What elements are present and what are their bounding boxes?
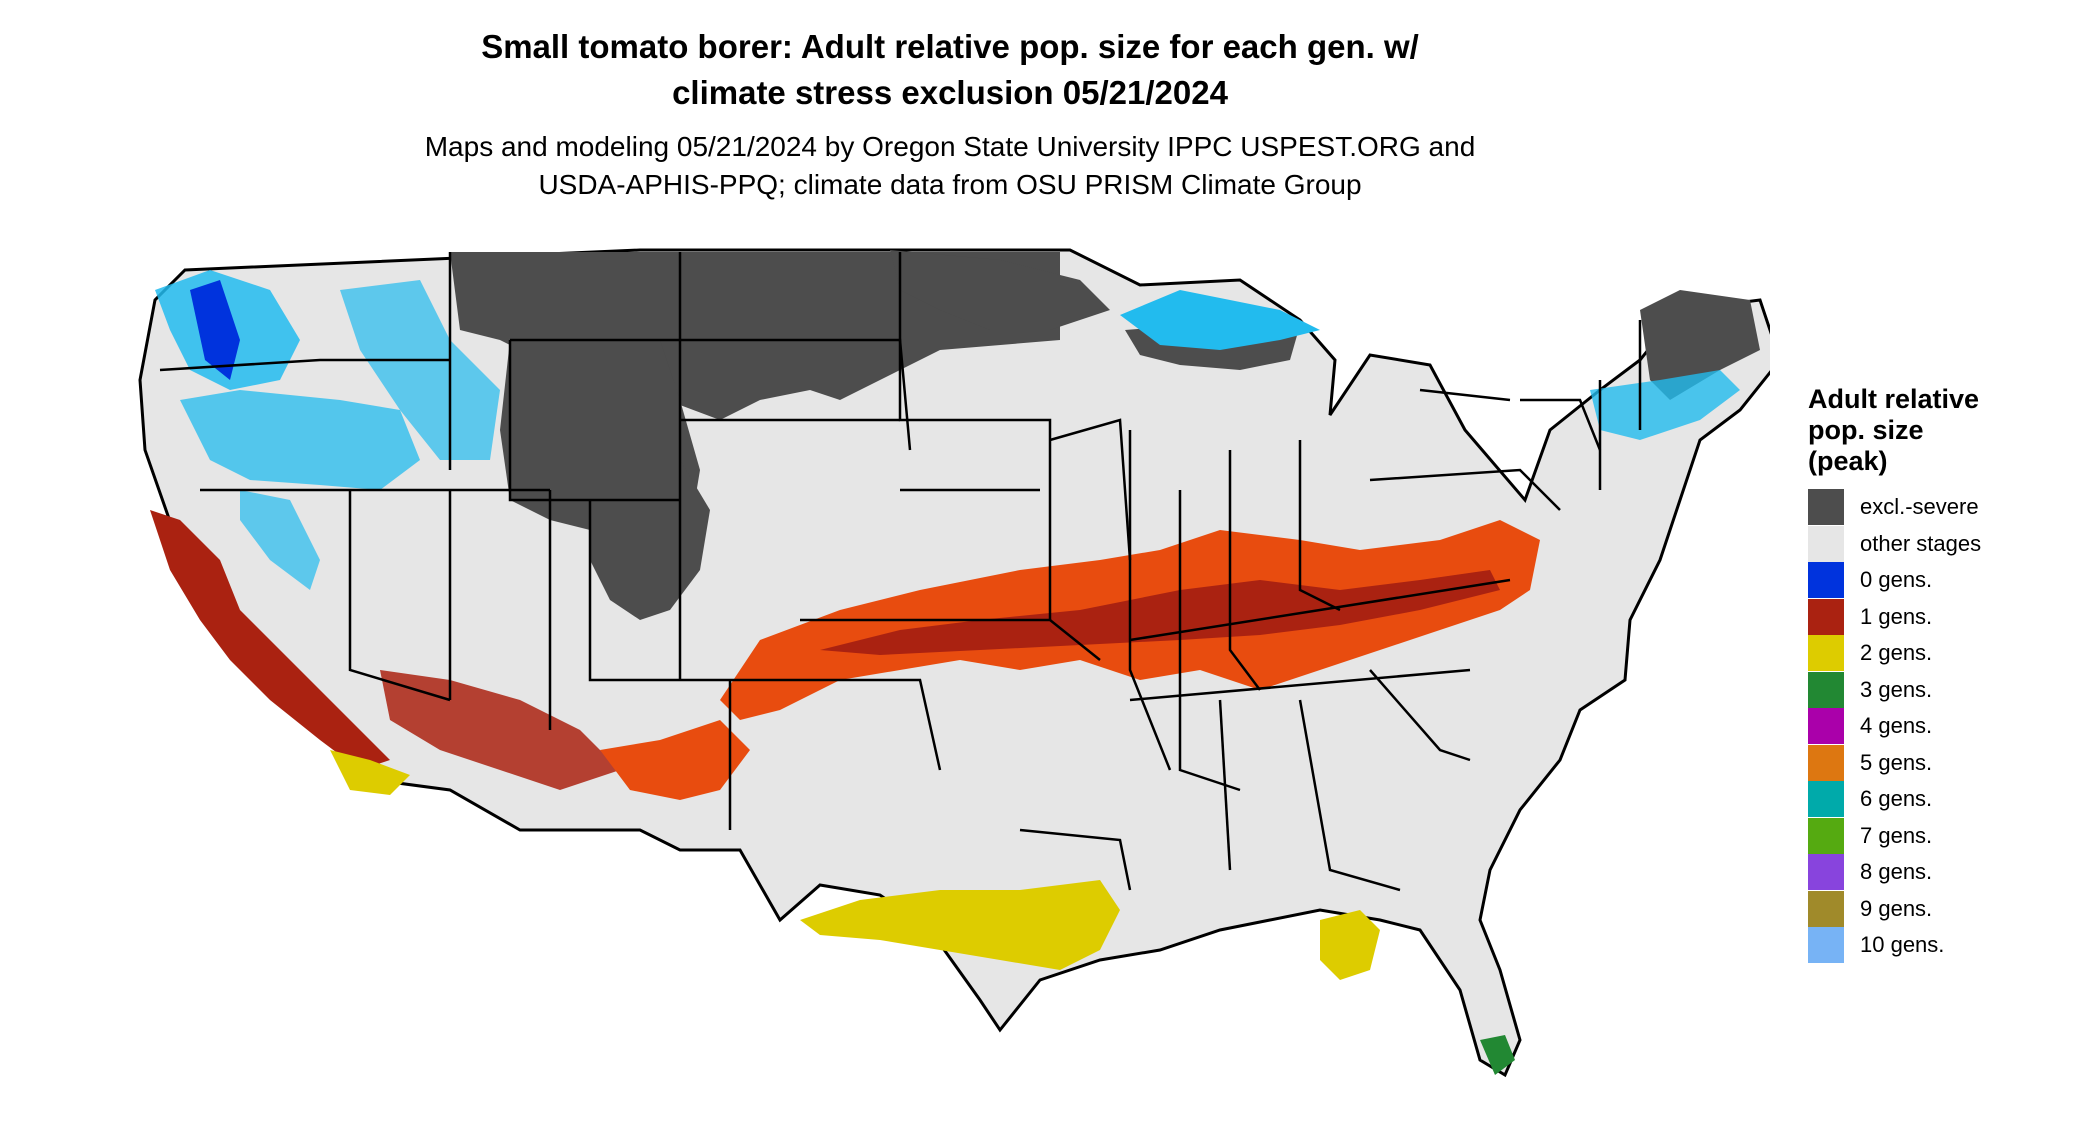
legend-label: 10 gens. (1860, 932, 1945, 958)
legend-item: 10 gens. (1808, 927, 2088, 964)
boundary-line (1228, 450, 1261, 691)
legend-swatch (1808, 562, 1844, 599)
zero-gens-cascades (190, 280, 240, 380)
two-gens-gulf-coast (800, 880, 1120, 970)
legend-title-line: (peak) (1808, 446, 1888, 476)
legend-label: 5 gens. (1860, 749, 1933, 775)
legend-label: 9 gens. (1860, 895, 1933, 921)
legend-title-line: Adult relative (1808, 384, 1980, 414)
boundary-line (1129, 578, 1511, 642)
legend-title: Adult relative pop. size (peak) (1808, 384, 2088, 477)
legend-item: 9 gens. (1808, 890, 2088, 928)
boundary-line (1019, 828, 1132, 891)
legend-label: 1 gens. (1860, 603, 1933, 629)
legend-label: 2 gens. (1860, 640, 1933, 666)
legend-items: excl.-severe other stages 0 gens. 1 gens. 2 … (1808, 489, 2088, 964)
legend-label: 6 gens. (1860, 786, 1933, 812)
boundary-line (588, 500, 730, 682)
legend-label: 4 gens. (1860, 713, 1933, 739)
cold-region-oregon (180, 390, 420, 490)
one-gen-california (150, 510, 390, 770)
legend-title-line: pop. size (1808, 415, 1924, 445)
legend-swatch (1808, 598, 1844, 635)
legend-label: 3 gens. (1860, 676, 1933, 702)
legend-swatch (1808, 854, 1844, 891)
boundary-line (1129, 668, 1471, 702)
legend-item: other stages (1808, 525, 2088, 563)
legend-swatch (1808, 525, 1844, 562)
boundary-line (1218, 699, 1232, 871)
legend-item: 3 gens. (1808, 671, 2088, 709)
two-gens-southern-california (330, 750, 410, 795)
excluded-region-minnesota (890, 250, 1110, 330)
legend-label: 0 gens. (1860, 567, 1933, 593)
legend-item: 0 gens. (1808, 562, 2088, 599)
legend-item: 1 gens. (1808, 598, 2088, 636)
boundary-line (1369, 669, 1471, 762)
cold-region-new-england (1590, 370, 1740, 440)
us-map (138, 248, 1770, 1078)
legend-item: 6 gens. (1808, 781, 2088, 818)
boundary-line (1369, 468, 1561, 511)
legend-label: 8 gens. (1860, 859, 1933, 885)
map-title-line-2: climate stress exclusion 05/21/2024 (672, 74, 1228, 111)
legend-item: excl.-severe (1808, 489, 2088, 526)
boundary-line (1298, 440, 1341, 612)
state-boundaries (159, 252, 1642, 892)
legend-swatch (1808, 708, 1844, 745)
boundary-line (508, 340, 680, 502)
map-legend: Adult relative pop. size (peak) excl.-se… (1808, 384, 2088, 964)
cold-region-sierra (240, 490, 320, 590)
legend-swatch (1808, 927, 1844, 964)
boundary-line (159, 358, 450, 372)
legend-item: 4 gens. (1808, 708, 2088, 745)
legend-swatch (1808, 890, 1844, 927)
one-gen-new-mexico (600, 720, 750, 800)
boundary-line (1049, 418, 1132, 561)
legend-swatch (1808, 781, 1844, 818)
legend-item: 8 gens. (1808, 854, 2088, 891)
one-gen-band-dark-core (820, 570, 1500, 655)
map-title: Small tomato borer: Adult relative pop. … (0, 24, 1900, 116)
legend-swatch (1808, 489, 1844, 526)
legend-label: 7 gens. (1860, 822, 1933, 848)
legend-item: 2 gens. (1808, 635, 2088, 672)
boundary-line (1128, 430, 1172, 771)
two-gens-florida (1320, 910, 1380, 980)
boundary-line (1520, 398, 1602, 451)
map-subtitle-line-1: Maps and modeling 05/21/2024 by Oregon S… (424, 131, 1476, 162)
boundary-line (348, 490, 451, 702)
legend-label: excl.-severe (1860, 494, 1979, 520)
cold-region-idaho (340, 280, 500, 460)
map-title-line-1: Small tomato borer: Adult relative pop. … (481, 28, 1419, 65)
boundary-line (898, 252, 1052, 620)
boundary-line (730, 678, 942, 771)
boundary-line (1419, 388, 1511, 402)
legend-label: other stages (1860, 530, 1982, 556)
cold-region-great-lakes (1120, 290, 1320, 350)
legend-item: 7 gens. (1808, 817, 2088, 855)
legend-swatch (1808, 635, 1844, 672)
one-gen-arizona (380, 670, 620, 790)
map-subtitle-line-2: USDA-APHIS-PPQ; climate data from OSU PR… (538, 169, 1362, 200)
excluded-region-maine (1640, 290, 1760, 400)
map-subtitle: Maps and modeling 05/21/2024 by Oregon S… (0, 128, 1900, 204)
excluded-region-north (450, 252, 1060, 420)
three-gens-south-florida (1480, 1035, 1515, 1075)
legend-swatch (1808, 817, 1844, 854)
boundary-line (1298, 699, 1401, 892)
boundary-line (1178, 490, 1241, 792)
legend-swatch (1808, 744, 1844, 781)
legend-swatch (1808, 671, 1844, 708)
legend-item: 5 gens. (1808, 744, 2088, 782)
